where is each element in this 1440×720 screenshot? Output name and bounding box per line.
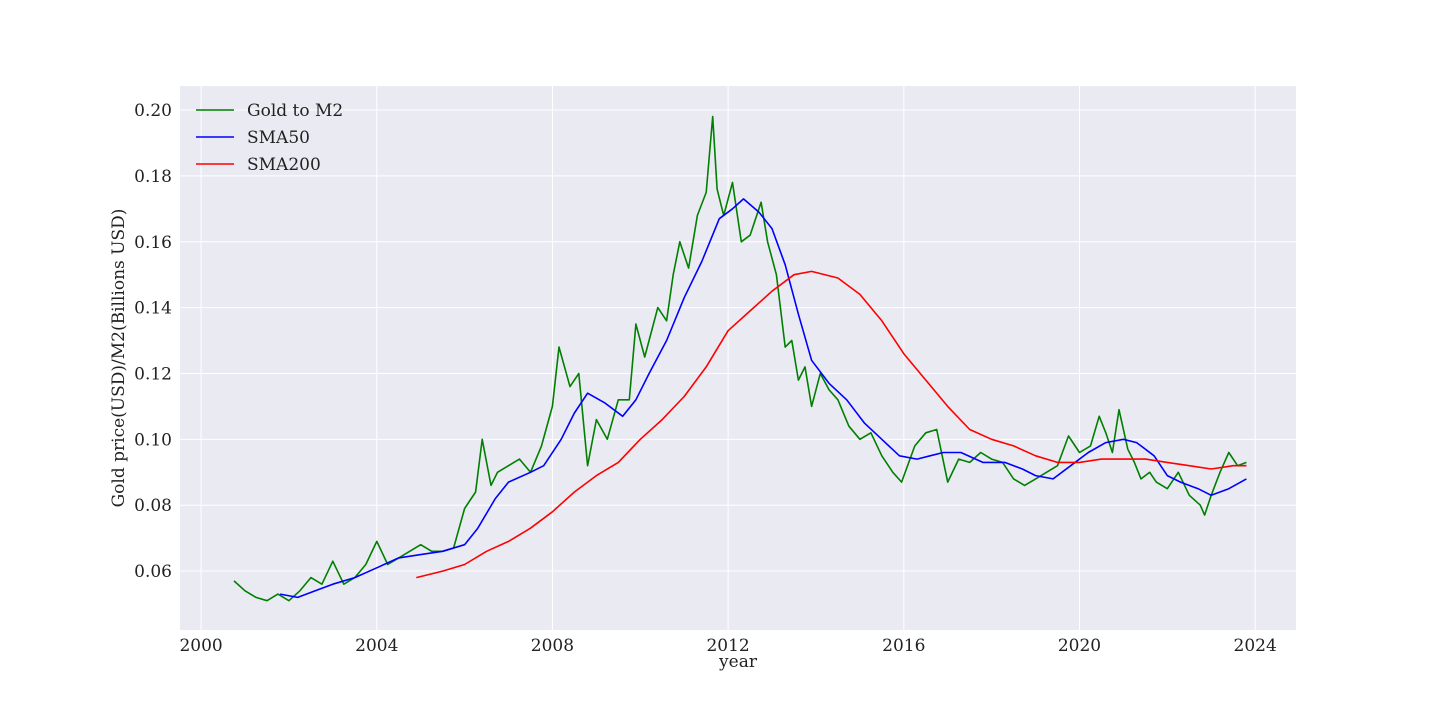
y-tick-label: 0.12 <box>134 364 172 384</box>
legend-label: SMA200 <box>247 155 321 175</box>
x-tick-label: 2012 <box>706 636 749 656</box>
y-tick-label: 0.18 <box>134 167 172 187</box>
y-tick-label: 0.10 <box>134 430 172 450</box>
legend-label: SMA50 <box>247 128 310 148</box>
y-tick-label: 0.14 <box>134 299 172 319</box>
x-tick-label: 2004 <box>355 636 398 656</box>
x-tick-label: 2020 <box>1058 636 1101 656</box>
y-tick-label: 0.20 <box>134 101 172 121</box>
series-line <box>279 198 1247 599</box>
x-tick-label: 2008 <box>531 636 574 656</box>
y-tick-label: 0.06 <box>134 562 172 582</box>
y-axis-label: Gold price(USD)/M2(Billions USD) <box>109 209 129 508</box>
x-axis-label: year <box>718 652 758 672</box>
y-tick-label: 0.08 <box>134 496 172 516</box>
x-tick-label: 2000 <box>179 636 222 656</box>
series-line <box>233 115 1247 602</box>
y-tick-label: 0.16 <box>134 233 172 253</box>
x-tick-label: 2024 <box>1234 636 1277 656</box>
x-tick-label: 2016 <box>882 636 925 656</box>
plot-area <box>180 86 1296 630</box>
series-line <box>416 270 1247 579</box>
legend-label: Gold to M2 <box>247 101 343 121</box>
